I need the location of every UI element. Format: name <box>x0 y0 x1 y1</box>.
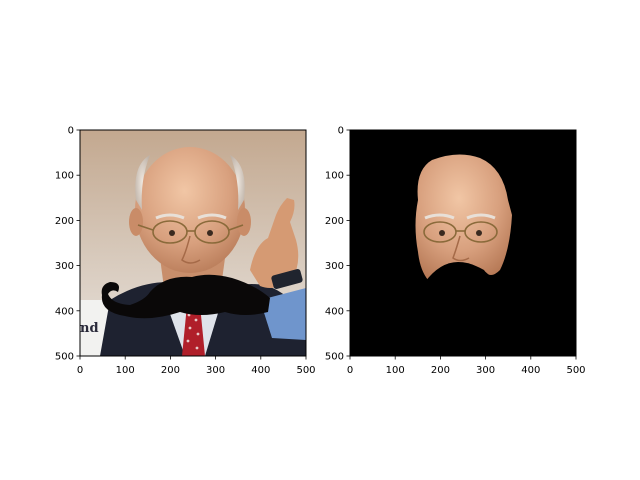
right-eye-right <box>476 230 482 236</box>
head <box>135 147 245 273</box>
left-ytick-label: 400 <box>55 306 74 317</box>
right-xtick-label: 400 <box>521 365 540 376</box>
nose <box>181 235 201 264</box>
right-eye-left <box>439 230 445 236</box>
right-xtick-label: 0 <box>347 365 353 376</box>
left-xtick-label: 300 <box>206 365 225 376</box>
right-eyebrows <box>424 213 496 220</box>
left-ytick-label: 300 <box>55 261 74 272</box>
mustache-mask <box>425 262 494 300</box>
eye-left <box>169 230 175 236</box>
right-ytick-label: 400 <box>325 306 344 317</box>
right-axes-frame <box>349 129 577 357</box>
right-xtick-label: 200 <box>431 365 450 376</box>
left-xtick-label: 400 <box>251 365 270 376</box>
right-xtick-label: 500 <box>566 365 585 376</box>
left-axes: nd <box>55 126 316 377</box>
sleeve <box>260 288 306 340</box>
paper-text: nd <box>80 321 99 336</box>
left-xtick-label: 100 <box>116 365 135 376</box>
hair-right <box>230 155 245 210</box>
right-image <box>350 130 576 356</box>
watch <box>271 269 303 289</box>
hair-left <box>135 155 150 210</box>
tie <box>182 305 205 356</box>
glasses <box>137 220 244 244</box>
right-ytick-label: 200 <box>325 216 344 227</box>
right-xtick-label: 300 <box>476 365 495 376</box>
right-ytick-label: 0 <box>338 126 344 137</box>
left-xtick-label: 200 <box>161 365 180 376</box>
eye-right <box>207 230 213 236</box>
right-ytick-label: 100 <box>325 171 344 182</box>
right-ytick-label: 300 <box>325 261 344 272</box>
ear-right <box>237 208 251 236</box>
right-nose <box>452 235 470 262</box>
left-ytick-label: 0 <box>68 126 74 137</box>
right-ytick-label: 500 <box>325 352 344 363</box>
left-ytick-label: 100 <box>55 171 74 182</box>
left-ytick-label: 200 <box>55 216 74 227</box>
right-xtick-label: 100 <box>386 365 405 376</box>
mustache <box>101 274 271 319</box>
left-xtick-label: 500 <box>296 365 315 376</box>
left-xtick-label: 0 <box>77 365 83 376</box>
eyebrows <box>155 213 227 220</box>
left-ytick-label: 500 <box>55 352 74 363</box>
left-axes-frame <box>79 129 307 357</box>
face-region <box>415 154 512 280</box>
tie-pattern <box>186 313 200 350</box>
left-image: nd <box>80 130 306 356</box>
right-glasses <box>423 221 498 243</box>
hand <box>250 198 299 288</box>
ear-left <box>129 208 143 236</box>
